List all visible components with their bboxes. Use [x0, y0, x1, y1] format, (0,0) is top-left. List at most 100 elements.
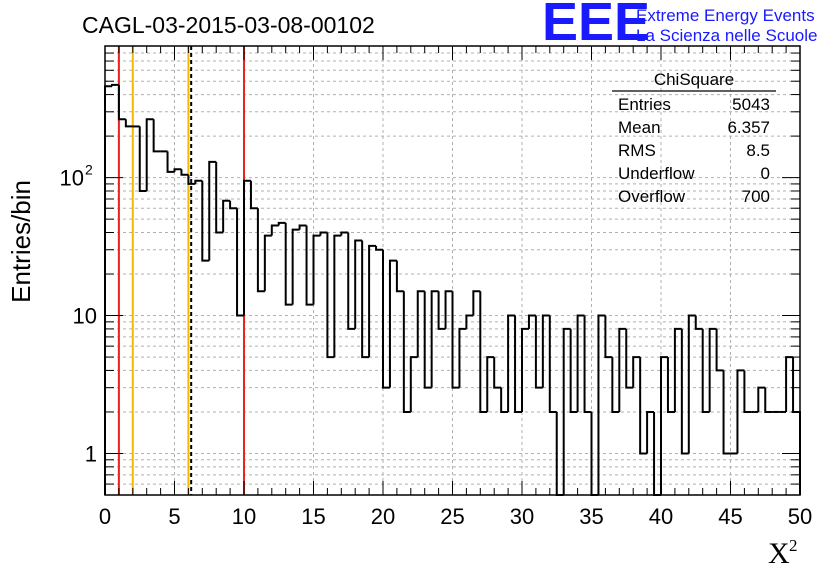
x-tick-label: 50 — [788, 504, 812, 529]
histogram-bin — [145, 118, 154, 191]
reference-lines — [117, 46, 245, 495]
histogram-bin — [618, 327, 627, 412]
histogram-bin — [270, 224, 279, 236]
histogram-bin — [632, 356, 641, 388]
logo-mark: EEE — [542, 0, 650, 52]
histogram-bin — [382, 249, 390, 389]
histogram-bin — [514, 315, 522, 413]
x-tick-label: 30 — [510, 504, 534, 529]
histogram-bin — [319, 231, 328, 236]
plot-gridlines — [105, 46, 800, 495]
histogram-bin — [479, 291, 488, 413]
y-tick-label: 10 — [60, 166, 84, 191]
histogram-bin — [583, 315, 592, 413]
histogram-bin — [673, 327, 682, 412]
histogram-bin — [284, 222, 293, 306]
histogram-bin — [208, 160, 217, 261]
histogram-bin — [625, 328, 634, 389]
histogram-bin — [152, 119, 161, 153]
histogram-bin — [236, 208, 244, 317]
histogram-bin — [361, 240, 370, 359]
histogram-bin — [263, 234, 272, 292]
histogram-bin — [124, 119, 133, 128]
histogram-bin — [375, 245, 383, 251]
chart-title: CAGL-03-2015-03-08-00102 — [82, 12, 375, 38]
histogram-bin — [534, 315, 543, 389]
histogram-bin — [660, 356, 668, 495]
histogram-bin — [541, 314, 550, 388]
histogram-bin — [722, 370, 731, 455]
histogram-bin — [305, 225, 314, 306]
histogram-bin — [521, 327, 529, 412]
histogram-bin — [229, 200, 238, 210]
stats-row-value: 6.357 — [727, 118, 770, 137]
org-name-line2: La Scienza nelle Scuole — [636, 26, 817, 45]
x-tick-label: 15 — [301, 504, 325, 529]
x-axis-ticks: 0 5 10 15 20 25 30 35 40 45 50 — [99, 46, 812, 529]
histogram-bin — [423, 291, 432, 389]
stats-row-label: Mean — [618, 118, 661, 137]
histogram-bin — [465, 314, 474, 329]
x-tick-label: 10 — [232, 504, 256, 529]
histogram-bin — [646, 410, 655, 454]
x-tick-label: 5 — [168, 504, 180, 529]
stats-row-value: 5043 — [732, 95, 770, 114]
x-tick-label: 20 — [371, 504, 395, 529]
histogram-bin — [486, 356, 495, 412]
y-tick-label: 1 — [85, 441, 97, 466]
histogram-bin — [493, 357, 502, 389]
histogram-bin — [458, 327, 467, 388]
histogram-bin — [430, 290, 439, 388]
x-tick-label: 0 — [99, 504, 111, 529]
histogram-bin — [173, 168, 182, 172]
histogram-bin — [194, 179, 203, 184]
histogram-bin — [243, 179, 251, 316]
histogram-bin — [298, 224, 307, 230]
histogram-bin — [437, 291, 446, 330]
histogram-bin — [215, 161, 224, 234]
histogram-bin — [326, 232, 335, 359]
histogram-bin — [110, 83, 119, 87]
histogram-bin — [402, 291, 411, 413]
histogram-bin — [291, 228, 300, 305]
y-axis-label: Entries/bin — [6, 180, 36, 303]
stats-row-label: Overflow — [618, 187, 686, 206]
x-axis-label-superscript: 2 — [789, 536, 798, 555]
histogram-bin — [694, 315, 703, 330]
histogram-bin — [180, 169, 189, 176]
histogram-bin — [451, 291, 460, 389]
stats-title: ChiSquare — [654, 70, 734, 89]
stats-row-value: 700 — [742, 187, 770, 206]
histogram-bin — [666, 357, 675, 413]
stats-box: ChiSquare Entries 5043 Mean 6.357 RMS 8.5 Unde… — [612, 70, 776, 206]
x-tick-label: 40 — [649, 504, 673, 529]
org-name-line1: Extreme Energy Events — [636, 6, 815, 25]
histogram-bin — [354, 239, 363, 329]
histogram-bin — [347, 232, 356, 330]
histogram-bars — [104, 83, 801, 496]
stats-row-label: RMS — [618, 141, 656, 160]
histogram-bin — [701, 328, 710, 413]
histogram-bin — [743, 370, 752, 413]
histogram-bin — [409, 356, 418, 412]
histogram-bin — [187, 174, 196, 185]
histogram-bin — [507, 314, 516, 412]
histogram-bin — [604, 315, 613, 359]
histogram-bin — [736, 369, 745, 454]
eee-logo: EEE Extreme Energy Events La Scienza nel… — [542, 0, 817, 52]
histogram-bin — [256, 208, 265, 293]
histogram-bin — [715, 328, 724, 372]
x-axis-label: X 2 — [768, 536, 798, 570]
stats-row-label: Entries — [618, 95, 671, 114]
stats-row-label: Underflow — [618, 164, 695, 183]
histogram-bin — [764, 387, 773, 413]
histogram-bin — [340, 231, 349, 236]
histogram-bin — [388, 259, 397, 388]
histogram-bin — [687, 314, 696, 454]
histogram-bin — [201, 180, 210, 262]
histogram-bin — [333, 234, 342, 358]
histogram-bin — [597, 314, 606, 495]
histogram-bin — [757, 386, 766, 412]
